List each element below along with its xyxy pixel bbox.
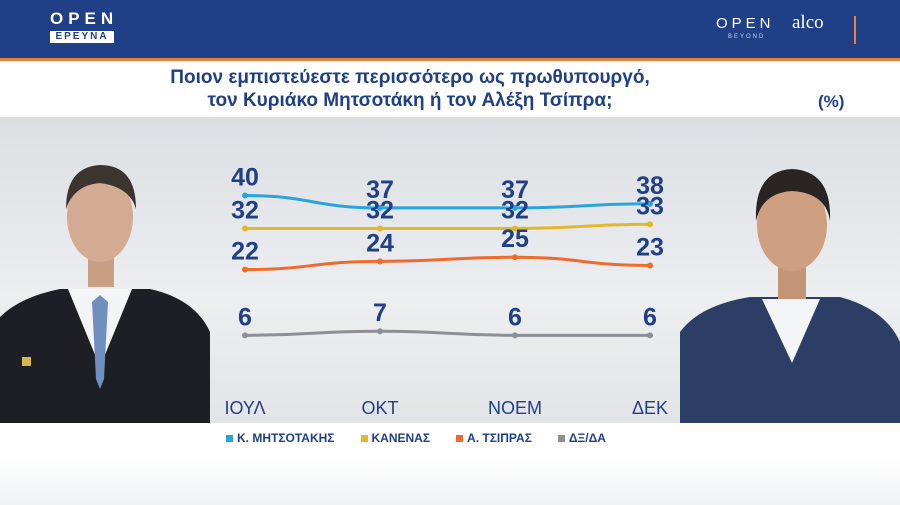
open-beyond-alco-logo: OPEN BEYOND alco — [716, 12, 856, 48]
legend-item-dk-na: ΔΞ/ΔΑ — [557, 431, 606, 445]
data-label-dk-na-1: 7 — [373, 299, 387, 327]
data-label-mitsotakis-2: 37 — [501, 176, 529, 204]
data-point-kanenas-3 — [647, 221, 653, 228]
data-point-tsipras-0 — [242, 266, 248, 273]
header-bar: OPEN ΕΡΕΥΝΑ OPEN BEYOND alco — [0, 0, 900, 58]
data-point-mitsotakis-1 — [377, 204, 383, 211]
data-point-mitsotakis-3 — [647, 200, 653, 207]
open-beyond-word: OPEN — [716, 15, 775, 32]
legend-swatch-dk-na — [557, 434, 565, 442]
legend-item-kanenas: ΚΑΝΕΝΑΣ — [360, 431, 431, 445]
open-ereuna-logo: OPEN ΕΡΕΥΝΑ — [50, 10, 116, 50]
chart-title-line-2: τον Κυριάκο Μητσοτάκη ή τον Αλέξη Τσίπρα… — [207, 90, 613, 111]
series-line-kanenas — [245, 222, 651, 230]
bottom-strip — [0, 455, 900, 505]
alco-logo-word: alco — [792, 12, 824, 33]
data-point-kanenas-2 — [512, 225, 518, 232]
header-accent-line — [0, 58, 900, 61]
data-point-dk-na-3 — [647, 332, 653, 339]
legend-label-kanenas: ΚΑΝΕΝΑΣ — [371, 431, 431, 445]
data-label-dk-na-3: 6 — [643, 303, 657, 331]
series-line-dk-na — [244, 329, 650, 337]
x-tick-label-0: ΙΟΥΛ — [224, 398, 265, 418]
data-point-dk-na-1 — [377, 328, 383, 335]
x-tick-label-1: ΟΚΤ — [361, 398, 398, 418]
open-logo-word: OPEN — [50, 9, 119, 28]
line-chart: 40 37 37 38 32 32 32 33 22 24 25 23 6 7 6 6 ΙΟΥΛ ΟΚΤ ΝΟΕΜ Δ… — [210, 130, 680, 430]
series-line-mitsotakis — [244, 194, 651, 210]
data-point-tsipras-1 — [377, 258, 383, 265]
x-tick-label-3: ΔΕΚ — [632, 398, 668, 418]
data-point-dk-na-2 — [512, 332, 518, 339]
data-label-mitsotakis-0: 40 — [231, 164, 259, 192]
tsipras-portrait — [680, 117, 900, 423]
mitsotakis-portrait — [0, 117, 210, 423]
data-label-dk-na-2: 6 — [508, 303, 522, 331]
legend-swatch-kanenas — [360, 434, 368, 442]
legend-swatch-mitsotakis — [226, 434, 233, 442]
data-point-kanenas-1 — [377, 225, 383, 232]
legend-item-mitsotakis: Κ. ΜΗΤΣΟΤΑΚΗΣ — [226, 431, 335, 445]
data-label-kanenas-0: 32 — [231, 196, 259, 224]
chart-legend: Κ. ΜΗΤΣΟΤΑΚΗΣ ΚΑΝΕΝΑΣ Α. ΤΣΙΠΡΑΣ ΔΞ/ΔΑ — [226, 430, 606, 446]
data-label-kanenas-2: 32 — [501, 196, 529, 224]
legend-label-mitsotakis: Κ. ΜΗΤΣΟΤΑΚΗΣ — [237, 431, 335, 445]
data-label-tsipras-3: 23 — [636, 233, 664, 261]
data-label-tsipras-1: 24 — [366, 229, 394, 257]
unit-label: (%) — [818, 92, 845, 111]
chart-title-line-1: Ποιον εμπιστεύεστε περισσότερο ως πρωθυπ… — [170, 67, 650, 88]
data-point-mitsotakis-0 — [242, 192, 248, 199]
data-point-mitsotakis-2 — [512, 204, 518, 211]
legend-label-tsipras: Α. ΤΣΙΠΡΑΣ — [467, 431, 532, 445]
ereuna-logo-sub: ΕΡΕΥΝΑ — [50, 31, 114, 43]
data-label-kanenas-1: 32 — [366, 196, 394, 224]
x-tick-label-2: ΝΟΕΜ — [488, 398, 542, 418]
line-chart-svg: 40 37 37 38 32 32 32 33 22 24 25 23 6 7 6 6 ΙΟΥΛ ΟΚΤ ΝΟΕΜ Δ… — [224, 164, 668, 418]
legend-item-tsipras: Α. ΤΣΙΠΡΑΣ — [456, 431, 532, 445]
data-label-tsipras-0: 22 — [231, 238, 259, 266]
chart-title: Ποιον εμπιστεύεστε περισσότερο ως πρωθυπ… — [110, 66, 710, 112]
data-point-kanenas-0 — [242, 225, 248, 232]
data-point-tsipras-2 — [512, 254, 518, 261]
legend-label-dk-na: ΔΞ/ΔΑ — [568, 431, 606, 445]
data-point-dk-na-0 — [242, 332, 248, 339]
data-label-mitsotakis-1: 37 — [366, 176, 394, 204]
data-label-tsipras-2: 25 — [501, 225, 529, 253]
open-beyond-sub: BEYOND — [728, 34, 766, 40]
data-label-dk-na-0: 6 — [238, 303, 252, 331]
data-point-tsipras-3 — [647, 262, 653, 269]
data-label-kanenas-3: 33 — [636, 192, 664, 220]
series-line-tsipras — [244, 255, 651, 272]
logo-accent-bar — [854, 16, 856, 44]
legend-swatch-tsipras — [456, 434, 464, 442]
data-label-mitsotakis-3: 38 — [636, 172, 664, 200]
